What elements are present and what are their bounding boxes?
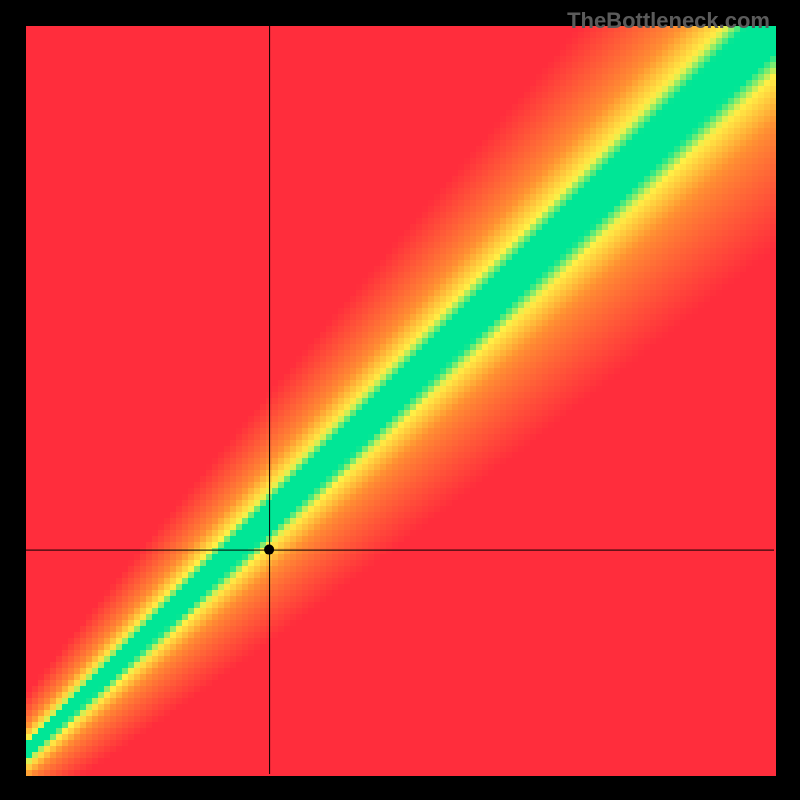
bottleneck-heatmap <box>0 0 800 800</box>
watermark-text: TheBottleneck.com <box>567 8 770 34</box>
chart-container: TheBottleneck.com <box>0 0 800 800</box>
